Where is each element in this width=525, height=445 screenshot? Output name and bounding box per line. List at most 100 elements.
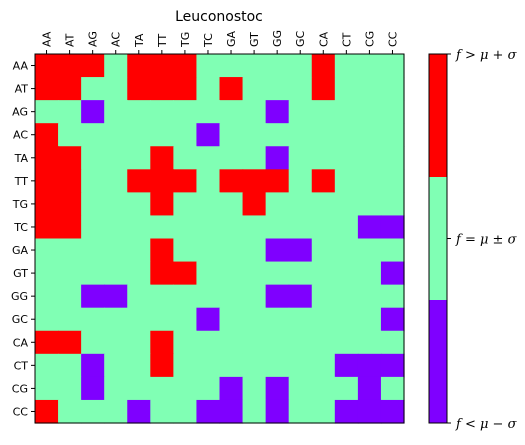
x-tick-label: CC: [386, 31, 399, 47]
heatmap-cell: [58, 353, 82, 378]
heatmap-cell: [334, 54, 359, 78]
heatmap-cell: [334, 307, 359, 332]
heatmap-cell: [380, 146, 405, 170]
heatmap-cell: [219, 100, 244, 124]
heatmap-cell: [311, 353, 336, 378]
heatmap-cell: [380, 284, 405, 309]
heatmap-cell: [35, 100, 59, 124]
heatmap-cell: [58, 307, 82, 332]
heatmap-cell: [380, 100, 405, 124]
heatmap-cell: [380, 307, 405, 332]
heatmap-cell: [334, 215, 359, 240]
heatmap-cell: [380, 376, 405, 401]
heatmap-cell: [150, 376, 174, 401]
heatmap-cell: [380, 54, 405, 78]
heatmap-cell: [81, 284, 105, 309]
x-tick-label: CT: [340, 32, 353, 47]
heatmap-cell: [311, 376, 336, 401]
heatmap-cell: [380, 238, 405, 263]
heatmap-cell: [196, 284, 221, 309]
heatmap-cell: [357, 123, 382, 147]
heatmap-cell: [58, 123, 82, 147]
heatmap-cell: [357, 100, 382, 124]
heatmap-cell: [265, 192, 290, 217]
x-tick-label: GG: [271, 30, 284, 47]
heatmap-cell: [35, 238, 59, 263]
heatmap-cell: [81, 77, 105, 101]
heatmap-cell: [334, 123, 359, 147]
heatmap-cell: [173, 146, 198, 170]
heatmap-cell: [288, 399, 313, 424]
heatmap-cell: [380, 215, 405, 240]
heatmap-cell: [265, 353, 290, 378]
heatmap-cell: [81, 54, 105, 78]
heatmap-cell: [380, 77, 405, 101]
heatmap-cell: [311, 330, 336, 355]
colorbar-segment: [429, 177, 447, 301]
heatmap-cell: [380, 169, 405, 193]
heatmap-cell: [380, 330, 405, 355]
heatmap-cell: [35, 192, 59, 217]
heatmap-cell: [173, 261, 198, 286]
heatmap-cell: [173, 284, 198, 309]
heatmap-cell: [311, 399, 336, 424]
heatmap-cell: [58, 238, 82, 263]
heatmap-cell: [265, 376, 290, 401]
y-tick-label: CT: [14, 359, 29, 372]
heatmap-cell: [288, 192, 313, 217]
heatmap-cell: [127, 376, 151, 401]
heatmap-cell: [127, 215, 151, 240]
heatmap-frame: [34, 53, 405, 424]
heatmap-cell: [242, 54, 267, 78]
heatmap-cell: [104, 123, 128, 147]
x-tick-labels: AA AT AG AC TA TT TG TC GA GT GG GC CA CT CG CC: [41, 30, 399, 54]
colorbar-label: f < μ − σ: [455, 417, 518, 432]
heatmap-cell: [81, 123, 105, 147]
y-tick-label: TT: [14, 175, 29, 188]
heatmap-cell: [242, 261, 267, 286]
heatmap-cell: [265, 146, 290, 170]
heatmap-cell: [104, 261, 128, 286]
heatmap-cell: [288, 123, 313, 147]
heatmap-cell: [288, 284, 313, 309]
heatmap-cell: [196, 146, 221, 170]
heatmap-cell: [127, 353, 151, 378]
heatmap-cell: [242, 330, 267, 355]
heatmap-cell: [288, 353, 313, 378]
heatmap-cell: [334, 238, 359, 263]
heatmap-cell: [104, 238, 128, 263]
heatmap-cell: [127, 54, 151, 78]
x-tick-label: AC: [110, 32, 123, 47]
heatmap-cell: [173, 54, 198, 78]
heatmap-cell: [265, 77, 290, 101]
heatmap-cell: [265, 54, 290, 78]
heatmap-cell: [58, 376, 82, 401]
heatmap-cell: [311, 146, 336, 170]
heatmap-cell: [357, 215, 382, 240]
heatmap-cell: [81, 330, 105, 355]
heatmap-cell: [104, 307, 128, 332]
heatmap-cell: [150, 77, 174, 101]
heatmap-cell: [58, 215, 82, 240]
heatmap-cell: [311, 261, 336, 286]
heatmap-cell: [265, 330, 290, 355]
heatmap-cell: [242, 77, 267, 101]
heatmap-cell: [219, 307, 244, 332]
heatmap-cell: [58, 100, 82, 124]
heatmap-cell: [81, 261, 105, 286]
x-tick-label: AT: [64, 33, 77, 47]
heatmap-cell: [380, 123, 405, 147]
heatmap-cell: [173, 77, 198, 101]
heatmap-cell: [288, 330, 313, 355]
x-tick-label: TG: [179, 32, 192, 48]
heatmap-cell: [311, 54, 336, 78]
heatmap-cell: [357, 169, 382, 193]
y-tick-labels: AA AT AG AC TA TT TG TC GA GT GG GC CA CT CG CC: [11, 60, 35, 418]
heatmap-cell: [242, 192, 267, 217]
heatmap-cell: [380, 399, 405, 424]
heatmap-cell: [150, 146, 174, 170]
heatmap-cell: [35, 77, 59, 101]
heatmap-cell: [242, 307, 267, 332]
heatmap-cell: [288, 376, 313, 401]
heatmap-cell: [173, 192, 198, 217]
